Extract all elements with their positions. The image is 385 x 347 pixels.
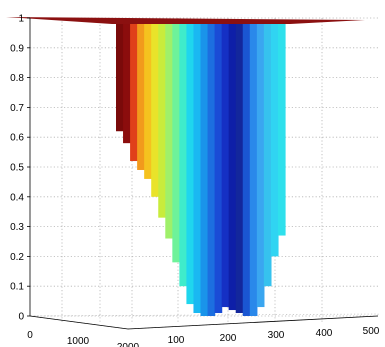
surface-slice (151, 23, 159, 197)
top-plane (6, 17, 365, 24)
surface-slice (221, 23, 230, 308)
surface-slice (144, 23, 152, 179)
z-tick-label: 0.4 (10, 192, 24, 203)
surface-slice (200, 23, 209, 317)
surface-slice (263, 23, 272, 287)
surface-slice (207, 23, 216, 317)
z-tick-label: 0.3 (10, 222, 24, 233)
y-tick-label: 400 (316, 328, 333, 339)
z-tick-label: 0.1 (10, 282, 24, 293)
z-tick-label: 0.6 (10, 133, 24, 144)
surface-slice (193, 23, 202, 314)
x-tick-label: 2000 (117, 342, 140, 347)
y-tick-label: 500 (363, 326, 380, 337)
x-tick-label: 0 (27, 330, 33, 341)
z-axis-ticks: 0 0.1 0.2 0.3 0.4 0.5 0.6 0.7 0.8 0.9 1 (10, 14, 30, 323)
surface-slices (116, 23, 286, 317)
y-tick-label: 200 (220, 333, 237, 344)
surface-slice (214, 23, 223, 314)
surface-slice (277, 23, 286, 236)
surface-slice (158, 23, 166, 218)
y-tick-label: 100 (168, 335, 185, 346)
surface-slice (256, 23, 265, 308)
surface-slice (249, 23, 258, 317)
surface-slice (137, 23, 145, 170)
surface-slice (123, 23, 131, 144)
z-tick-label: 0.2 (10, 252, 24, 263)
z-tick-label: 0.7 (10, 103, 24, 114)
surface-slice (172, 23, 180, 263)
z-tick-label: 1 (18, 14, 24, 25)
x-tick-label: 1000 (67, 336, 90, 347)
surface-slice (270, 23, 279, 257)
surface-slice (228, 23, 237, 311)
surface-slice (130, 23, 138, 162)
y-axis-line (127, 315, 379, 330)
surface-slice (242, 23, 251, 317)
surface-slice (235, 23, 244, 314)
surface-slice (179, 23, 188, 287)
surface-slice (116, 23, 124, 132)
z-tick-label: 0 (18, 312, 24, 323)
z-tick-label: 0.5 (10, 163, 24, 174)
x-axis-ticks: 0 1000 2000 (27, 330, 139, 347)
y-tick-label: 300 (268, 330, 285, 341)
surface-slice (165, 23, 173, 239)
y-axis-ticks: 100 200 300 400 500 (168, 326, 380, 346)
surface-slice (186, 23, 195, 305)
x-axis-line (29, 315, 129, 330)
z-tick-label: 0.8 (10, 73, 24, 84)
z-tick-label: 0.9 (10, 43, 24, 54)
